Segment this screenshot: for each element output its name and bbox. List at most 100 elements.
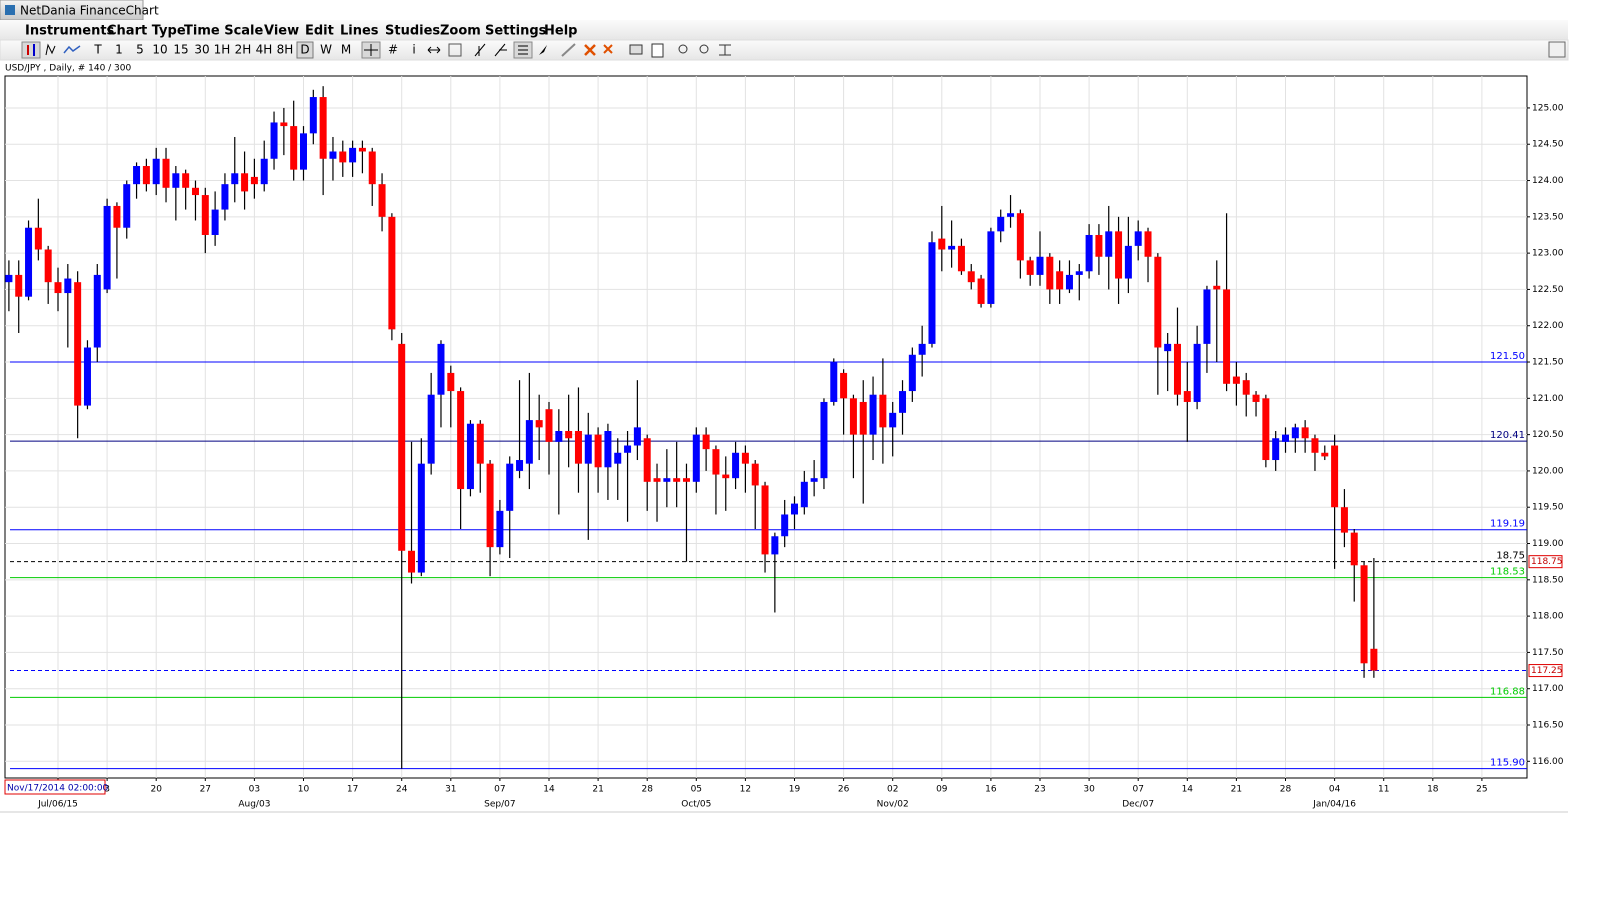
x-tick-label: 05 — [691, 785, 702, 795]
timescale-button[interactable]: M — [341, 43, 351, 57]
x-tick-label: 28 — [1280, 785, 1292, 795]
candle-body — [741, 452, 749, 464]
delete-all-button[interactable] — [603, 44, 613, 54]
candle-body — [977, 278, 985, 304]
candle-body — [859, 401, 867, 435]
x-tick-label: 19 — [789, 785, 801, 795]
fit-button[interactable] — [719, 44, 731, 56]
candle-body — [260, 158, 268, 185]
candle-body — [506, 463, 514, 511]
y-tick-label: 122.50 — [1532, 285, 1564, 295]
menu-item[interactable]: Studies — [385, 24, 440, 39]
candle-body — [761, 485, 769, 555]
menu-item[interactable]: Lines — [340, 24, 379, 39]
bar-chart-button[interactable] — [21, 41, 41, 59]
candle-body — [918, 343, 926, 355]
candle-body — [309, 97, 317, 134]
title-strip — [0, 0, 1568, 20]
tool-button[interactable]: # — [388, 43, 398, 57]
timescale-button[interactable]: T — [93, 43, 102, 57]
candle-body — [250, 176, 258, 185]
menu-item[interactable]: Help — [544, 24, 577, 39]
candle-body — [565, 430, 573, 439]
tool-button[interactable]: i — [412, 43, 415, 57]
timescale-button[interactable]: W — [320, 43, 332, 57]
price-marker — [1528, 555, 1563, 569]
timescale-button[interactable]: 15 — [173, 43, 188, 57]
menu-item[interactable]: Instruments — [25, 24, 115, 39]
timescale-button[interactable]: D — [300, 43, 309, 57]
candle-body — [1321, 452, 1329, 457]
selected-timescale — [296, 41, 314, 59]
candle-body — [840, 372, 848, 399]
preview-button[interactable] — [651, 43, 664, 58]
timescale-button[interactable]: 10 — [152, 43, 167, 57]
candle-body — [967, 271, 975, 283]
menu-item[interactable]: Time Scale — [184, 24, 264, 39]
panel-button[interactable] — [1548, 41, 1566, 58]
candle-body — [633, 427, 641, 446]
candle-body — [182, 173, 190, 188]
menu-item[interactable]: Settings — [485, 24, 547, 39]
pen-button[interactable] — [561, 43, 576, 57]
timescale-button[interactable]: 5 — [136, 43, 144, 57]
candle-body — [1203, 289, 1211, 344]
candle-body — [457, 391, 465, 490]
candle-body — [899, 391, 907, 413]
x-month-label: Aug/03 — [238, 800, 270, 810]
candle-body — [653, 478, 661, 482]
candle-body — [133, 166, 141, 185]
menu-item[interactable]: View — [264, 24, 299, 39]
line-chart-button[interactable] — [63, 45, 81, 54]
candle-body — [849, 398, 857, 435]
timescale-button[interactable]: 8H — [277, 43, 294, 57]
x-tick-label: 14 — [543, 785, 555, 795]
candle-body — [682, 478, 690, 482]
candle-body — [349, 147, 357, 163]
candle-body — [1291, 427, 1299, 439]
y-tick-label: 118.50 — [1532, 575, 1564, 585]
menu-item[interactable]: Zoom — [440, 24, 481, 39]
candle-body — [1301, 427, 1309, 439]
print-button[interactable] — [629, 44, 643, 55]
candle-body — [368, 151, 376, 185]
timescale-button[interactable]: 1H — [214, 43, 231, 57]
menu-item[interactable]: Edit — [305, 24, 334, 39]
delete-button[interactable] — [584, 44, 596, 56]
trendline-button[interactable] — [474, 43, 486, 57]
timescale-button[interactable]: 1 — [115, 43, 123, 57]
candle-body — [83, 347, 91, 406]
y-tick-label: 117.50 — [1532, 648, 1564, 658]
candle-body — [15, 274, 23, 297]
zoom-in-button[interactable] — [678, 44, 688, 54]
toolbar — [0, 39, 1569, 61]
volume-button[interactable] — [448, 43, 462, 57]
y-tick-label: 123.50 — [1532, 212, 1564, 222]
candle-body — [1115, 231, 1123, 279]
candle-body — [1282, 434, 1289, 442]
x-tick-label: 02 — [887, 785, 898, 795]
timescale-button[interactable]: 2H — [235, 43, 252, 57]
cursor-time-box — [4, 779, 106, 795]
y-tick-label: 120.50 — [1532, 430, 1564, 440]
candle-body — [300, 133, 307, 170]
candle-body — [957, 245, 965, 272]
candle-body — [535, 420, 543, 428]
timescale-button[interactable]: 30 — [194, 43, 209, 57]
candle-body — [1183, 391, 1191, 402]
candle-body — [1272, 438, 1280, 461]
price-marker — [1528, 664, 1563, 678]
scroll-button[interactable] — [427, 46, 441, 54]
candle-body — [427, 394, 435, 464]
x-tick-label: 31 — [445, 785, 456, 795]
timescale-button[interactable]: 4H — [256, 43, 273, 57]
candle-body — [5, 274, 13, 283]
ohlc-button[interactable] — [45, 43, 56, 56]
pointer-button[interactable] — [539, 45, 547, 55]
candle-body — [211, 209, 219, 235]
fibo-button[interactable] — [494, 43, 507, 57]
menu-item[interactable]: Chart Type — [107, 24, 186, 39]
zoom-out-button[interactable] — [699, 44, 709, 54]
candle-body — [732, 452, 740, 479]
candle-body — [1331, 445, 1339, 508]
